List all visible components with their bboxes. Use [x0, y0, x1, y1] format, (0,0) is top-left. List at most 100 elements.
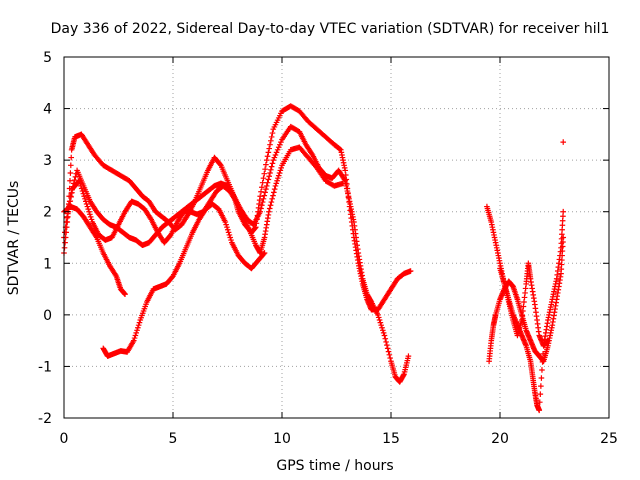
- data-point: [257, 193, 263, 200]
- data-point: [78, 185, 85, 192]
- data-point: [82, 196, 88, 202]
- data-point: [262, 166, 268, 172]
- data-point: [276, 170, 283, 176]
- data-point: [375, 314, 382, 321]
- data-point: [62, 239, 68, 246]
- y-tick-label: 1: [43, 256, 52, 272]
- data-point: [271, 189, 277, 196]
- data-point: [268, 163, 275, 170]
- data-point: [224, 226, 231, 233]
- data-point: [539, 367, 545, 373]
- data-point: [381, 332, 388, 339]
- chart-title: Day 336 of 2022, Sidereal Day-to-day VTE…: [51, 21, 610, 37]
- data-point: [223, 221, 229, 228]
- data-point: [136, 319, 143, 326]
- data-point: [263, 183, 270, 189]
- data-point: [405, 353, 412, 359]
- data-point: [258, 205, 264, 212]
- series-track-h: [497, 260, 551, 349]
- data-point: [268, 167, 274, 173]
- data-point: [260, 251, 267, 257]
- data-point: [384, 342, 390, 348]
- data-point: [226, 232, 233, 238]
- data-point: [274, 177, 280, 184]
- data-point: [71, 177, 78, 183]
- data-point: [260, 196, 267, 202]
- data-point: [261, 250, 268, 256]
- data-point: [68, 194, 74, 200]
- data-point: [266, 173, 272, 180]
- data-point: [385, 348, 392, 355]
- series-track-c: [63, 144, 346, 256]
- data-point: [273, 149, 280, 156]
- y-tick-label: 3: [43, 153, 52, 169]
- data-point: [337, 146, 343, 152]
- data-point: [131, 335, 138, 341]
- data-point: [88, 216, 95, 223]
- data-point: [536, 399, 543, 406]
- data-point: [269, 196, 275, 202]
- series-track-e: [61, 203, 128, 298]
- data-point: [259, 179, 266, 186]
- series-track-d: [100, 201, 268, 359]
- data-point: [262, 189, 268, 196]
- data-point: [375, 312, 381, 318]
- data-point: [87, 214, 94, 220]
- data-point: [266, 208, 272, 215]
- data-point: [227, 234, 234, 241]
- data-point: [67, 170, 74, 176]
- data-point: [64, 215, 70, 221]
- data-point: [376, 317, 383, 323]
- data-point: [267, 202, 274, 209]
- data-point: [277, 141, 283, 148]
- data-point: [268, 138, 274, 144]
- data-point: [264, 179, 271, 186]
- data-point: [86, 208, 92, 215]
- data-point: [537, 391, 544, 397]
- data-point: [78, 183, 84, 189]
- data-point: [268, 199, 275, 205]
- data-point: [379, 324, 385, 331]
- x-axis-label: GPS time / hours: [276, 458, 393, 474]
- data-point: [258, 188, 264, 195]
- data-point: [386, 352, 393, 358]
- data-point: [264, 153, 271, 160]
- data-point: [132, 332, 139, 339]
- plot-frame: [63, 56, 610, 419]
- data-point: [377, 319, 384, 326]
- data-point: [269, 130, 276, 136]
- y-tick-label: 2: [43, 205, 52, 221]
- data-point: [69, 189, 75, 196]
- data-point: [269, 160, 276, 167]
- x-tick-label: 10: [273, 431, 291, 447]
- data-point: [387, 355, 393, 361]
- data-point: [261, 192, 268, 199]
- data-point: [83, 201, 90, 207]
- data-point: [538, 383, 544, 389]
- data-point: [538, 375, 545, 381]
- data-point: [135, 322, 142, 328]
- data-point: [257, 208, 263, 215]
- data-point: [272, 152, 279, 158]
- data-point: [275, 175, 281, 181]
- data-point: [536, 407, 543, 414]
- data-point: [122, 291, 128, 298]
- y-tick-label: -1: [38, 359, 52, 375]
- data-point: [267, 170, 273, 176]
- data-point: [273, 180, 280, 187]
- data-point: [272, 183, 279, 189]
- series-outlier: [560, 139, 567, 145]
- data-point: [87, 211, 93, 218]
- data-point: [61, 245, 68, 251]
- data-point: [222, 219, 229, 225]
- data-point: [271, 186, 278, 192]
- x-tick-label: 5: [169, 431, 178, 447]
- data-point: [270, 192, 276, 199]
- data-point: [275, 144, 282, 151]
- data-point: [278, 139, 284, 145]
- data-point: [79, 188, 86, 194]
- data-point: [278, 165, 284, 171]
- data-points: [61, 103, 567, 414]
- data-point: [67, 198, 74, 204]
